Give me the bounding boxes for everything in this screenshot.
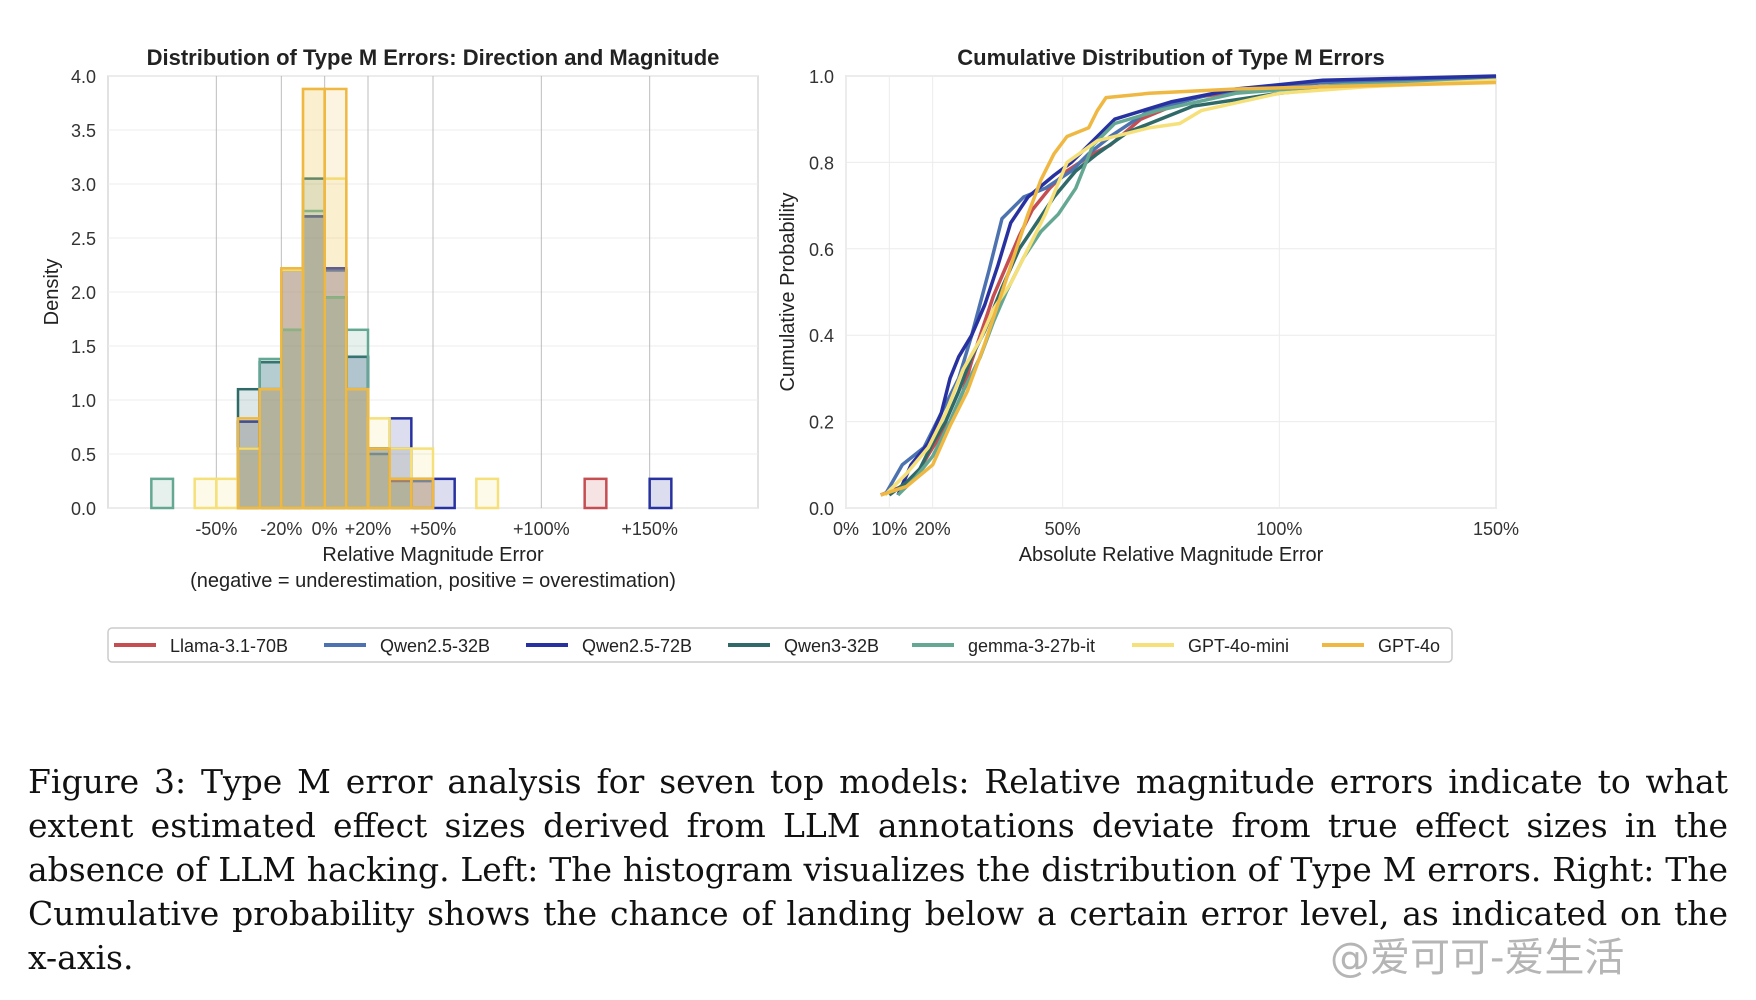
legend-label: gemma-3-27b-it [968, 636, 1095, 656]
histogram-xtick-label: +100% [513, 519, 570, 539]
cdf-ytick-label: 1.0 [809, 67, 834, 87]
histogram-ytick-label: 0.0 [71, 499, 96, 519]
histogram-title: Distribution of Type M Errors: Direction… [147, 45, 720, 70]
histogram-ytick-label: 0.5 [71, 445, 96, 465]
cdf-series-line [888, 78, 1497, 497]
histogram-ytick-label: 4.0 [71, 67, 96, 87]
cdf-series-line [883, 78, 1497, 497]
histogram-xtick-label: -20% [260, 519, 302, 539]
cdf-series-line [880, 80, 1497, 497]
histogram-bar [236, 417, 261, 510]
cdf-series-line [896, 78, 1497, 497]
cdf-panel: 0.0 0.2 0.4 0.6 0.8 1.0 0% 10% 20% 50% 100% 150% C… [777, 45, 1519, 566]
histogram-bar [150, 477, 175, 510]
histogram-bar [258, 387, 283, 510]
cdf-plot-area [845, 75, 1497, 509]
histogram-ytick-label: 1.0 [71, 391, 96, 411]
cdf-ytick-label: 0.8 [809, 153, 834, 173]
histogram-xtick-label: 0% [312, 519, 338, 539]
histogram-xlabel: Relative Magnitude Error [322, 544, 544, 566]
watermark: @爱可可-爱生活 [1330, 935, 1625, 981]
histogram-xtick-label: +50% [410, 519, 457, 539]
cdf-xtick-label: 20% [915, 519, 951, 539]
histogram-ytick-label: 2.0 [71, 283, 96, 303]
legend-box [107, 627, 1453, 663]
cdf-title: Cumulative Distribution of Type M Errors [957, 45, 1384, 70]
legend-label: Qwen2.5-72B [582, 636, 692, 656]
cdf-ytick-label: 0.0 [809, 499, 834, 519]
histogram-xtick-label: +150% [621, 519, 678, 539]
legend: Llama-3.1-70B Qwen2.5-32B Qwen2.5-72B Qwen3… [107, 627, 1453, 663]
histogram-ylabel: Density [41, 259, 63, 326]
cdf-series-line [896, 74, 1497, 496]
legend-label: GPT-4o [1378, 636, 1440, 656]
histogram-bar [410, 477, 435, 510]
histogram-ytick-label: 2.5 [71, 229, 96, 249]
cdf-xtick-label: 150% [1473, 519, 1519, 539]
legend-label: GPT-4o-mini [1188, 636, 1289, 656]
histogram-bar [388, 477, 413, 510]
histogram-xlabel-note: (negative = underestimation, positive = … [190, 570, 676, 592]
cdf-xtick-label: 0% [833, 519, 859, 539]
cdf-xlabel: Absolute Relative Magnitude Error [1019, 544, 1324, 566]
histogram-bar [583, 477, 608, 510]
histogram-bar [366, 447, 391, 510]
cdf-ylabel: Cumulative Probability [777, 193, 799, 392]
histogram-bar [280, 266, 305, 510]
cdf-xtick-label: 100% [1256, 519, 1302, 539]
cdf-ytick-label: 0.6 [809, 240, 834, 260]
histogram-ytick-label: 3.5 [71, 121, 96, 141]
histogram-bar [648, 477, 673, 510]
histogram-bar [215, 477, 240, 510]
histogram-xtick-label: -50% [195, 519, 237, 539]
histogram-bar [301, 87, 326, 510]
histogram-bar [345, 387, 370, 510]
cdf-ytick-label: 0.2 [809, 413, 834, 433]
cdf-xtick-label: 50% [1045, 519, 1081, 539]
histogram-bar [431, 477, 456, 510]
histogram-bar [323, 87, 348, 510]
cdf-ytick-label: 0.4 [809, 326, 834, 346]
histogram-xtick-label: +20% [345, 519, 392, 539]
cdf-xtick-label: 10% [871, 519, 907, 539]
legend-label: Qwen2.5-32B [380, 636, 490, 656]
legend-label: Qwen3-32B [784, 636, 879, 656]
histogram-ytick-label: 1.5 [71, 337, 96, 357]
legend-label: Llama-3.1-70B [170, 636, 288, 656]
figure-caption: Figure 3: Type M error analysis for seve… [28, 762, 1728, 977]
histogram-ytick-label: 3.0 [71, 175, 96, 195]
histogram-bar [475, 477, 500, 510]
histogram-bar [193, 477, 218, 510]
histogram-panel: 0.0 0.5 1.0 1.5 2.0 2.5 3.0 3.5 4.0 -50% -20% 0% +2… [41, 45, 759, 592]
